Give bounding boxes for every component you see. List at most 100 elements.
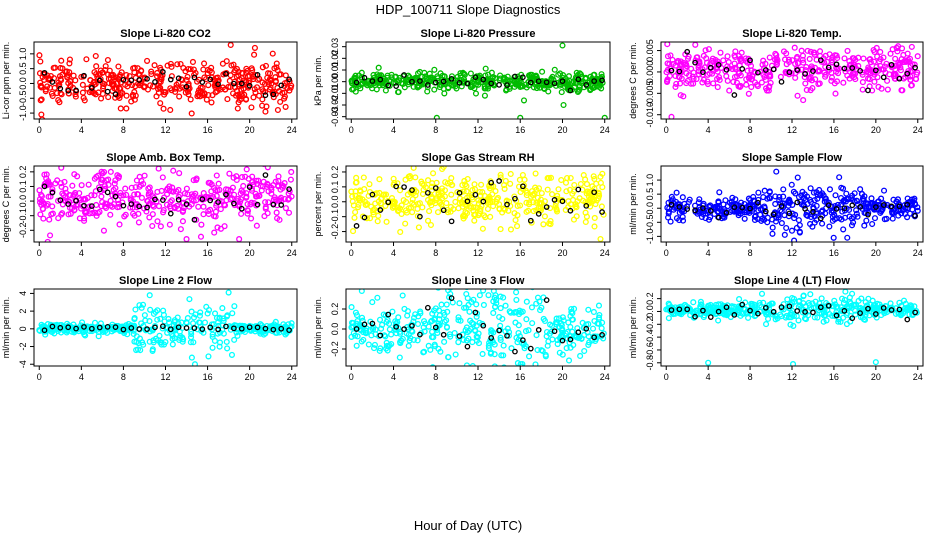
data-point bbox=[686, 196, 693, 203]
x-tick-label: 4 bbox=[706, 125, 711, 135]
data-point bbox=[474, 78, 481, 85]
x-tick-label: 16 bbox=[515, 248, 525, 258]
summary-point bbox=[857, 204, 863, 210]
x-tick-label: 0 bbox=[349, 372, 354, 382]
data-point bbox=[589, 325, 597, 332]
summary-point bbox=[700, 307, 706, 314]
data-point bbox=[476, 292, 483, 299]
data-point bbox=[492, 188, 499, 195]
data-point bbox=[443, 200, 450, 207]
summary-point bbox=[535, 78, 542, 85]
data-point bbox=[724, 310, 731, 317]
data-point bbox=[708, 57, 716, 65]
data-point bbox=[171, 335, 178, 342]
data-point bbox=[259, 102, 266, 109]
data-point bbox=[568, 305, 575, 313]
data-point bbox=[418, 178, 425, 185]
data-point bbox=[198, 90, 206, 97]
outlier-point bbox=[601, 114, 608, 119]
summary-point bbox=[599, 77, 605, 84]
data-point bbox=[350, 202, 357, 209]
data-point bbox=[70, 72, 77, 79]
data-point bbox=[688, 65, 695, 72]
data-point bbox=[481, 92, 488, 99]
data-point bbox=[444, 180, 451, 187]
data-point bbox=[488, 327, 495, 334]
data-point bbox=[897, 67, 904, 74]
data-point bbox=[813, 209, 820, 216]
data-point bbox=[168, 73, 175, 80]
data-point bbox=[700, 202, 707, 209]
x-tick-label: 20 bbox=[871, 125, 881, 135]
y-tick-label: 0.005 bbox=[645, 39, 655, 62]
data-point bbox=[791, 215, 798, 222]
data-point bbox=[763, 87, 771, 94]
data-point bbox=[455, 205, 462, 212]
data-point bbox=[714, 75, 721, 82]
summary-point bbox=[175, 196, 182, 203]
panel-title: Slope Gas Stream RH bbox=[421, 152, 534, 164]
data-point bbox=[105, 71, 112, 78]
summary-point bbox=[41, 327, 48, 334]
x-tick-label: 0 bbox=[349, 125, 354, 135]
data-point bbox=[243, 166, 250, 173]
data-point bbox=[549, 280, 554, 285]
data-point bbox=[393, 320, 400, 327]
data-point bbox=[139, 301, 147, 308]
data-point bbox=[424, 217, 432, 224]
summary-point bbox=[270, 326, 277, 333]
data-point bbox=[788, 311, 796, 318]
data-point bbox=[79, 89, 86, 96]
data-point bbox=[106, 80, 113, 87]
data-point bbox=[219, 60, 226, 67]
data-point bbox=[277, 98, 284, 105]
data-point bbox=[405, 342, 412, 349]
data-point bbox=[215, 77, 222, 84]
data-point bbox=[829, 217, 836, 224]
summary-point bbox=[361, 321, 368, 328]
y-tick-label: 0.2 bbox=[330, 166, 340, 179]
data-point bbox=[411, 186, 418, 193]
y-tick-label: 0.0 bbox=[645, 305, 655, 318]
data-point bbox=[404, 312, 411, 319]
data-point bbox=[363, 201, 370, 209]
data-point bbox=[397, 337, 405, 344]
data-point bbox=[162, 89, 169, 96]
data-point bbox=[751, 68, 758, 75]
data-point bbox=[471, 85, 478, 92]
data-point bbox=[193, 176, 200, 184]
data-point bbox=[208, 99, 215, 106]
data-point bbox=[187, 96, 194, 103]
summary-point bbox=[692, 59, 698, 66]
data-point bbox=[445, 289, 452, 294]
data-point bbox=[473, 337, 481, 344]
outlier-point bbox=[836, 174, 843, 181]
summary-point bbox=[432, 324, 439, 331]
data-point bbox=[176, 93, 183, 100]
data-point bbox=[160, 311, 167, 318]
data-point bbox=[571, 182, 578, 189]
summary-point bbox=[880, 305, 887, 311]
data-point bbox=[65, 90, 72, 97]
summary-point bbox=[223, 191, 229, 198]
data-point bbox=[138, 304, 145, 311]
x-tick-label: 12 bbox=[787, 248, 797, 258]
data-point bbox=[433, 179, 440, 186]
data-point bbox=[713, 304, 720, 311]
data-point bbox=[389, 204, 396, 211]
data-point bbox=[61, 178, 68, 185]
summary-point bbox=[254, 71, 261, 78]
summary-point bbox=[167, 210, 174, 217]
summary-point bbox=[120, 202, 127, 209]
data-point bbox=[745, 202, 752, 209]
summary-point bbox=[286, 76, 292, 83]
data-point bbox=[826, 51, 833, 58]
data-point bbox=[188, 330, 195, 338]
data-point bbox=[160, 105, 167, 112]
data-point bbox=[828, 69, 835, 76]
data-point bbox=[490, 309, 497, 316]
data-point bbox=[532, 170, 539, 177]
summary-point bbox=[747, 307, 753, 314]
y-tick-label: -0.005 bbox=[645, 81, 655, 107]
summary-point bbox=[872, 67, 879, 74]
